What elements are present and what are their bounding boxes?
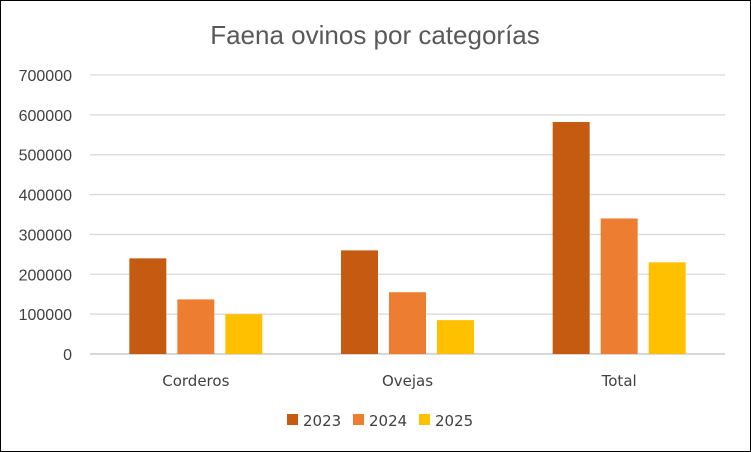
bar-2024-total bbox=[600, 218, 638, 354]
y-tick-label: 100000 bbox=[19, 307, 72, 324]
y-tick-label: 400000 bbox=[19, 188, 72, 205]
legend-label: 2025 bbox=[435, 412, 473, 430]
legend: 2023 2024 2025 bbox=[287, 412, 473, 430]
bar-2025-total bbox=[648, 262, 686, 354]
legend-swatch-2023 bbox=[287, 414, 298, 425]
x-category-label: Corderos bbox=[162, 372, 229, 390]
legend-swatch-2025 bbox=[419, 414, 430, 425]
y-tick-label: 500000 bbox=[19, 148, 72, 165]
y-tick-label: 600000 bbox=[19, 108, 72, 125]
bar-2023-total bbox=[552, 122, 590, 354]
bar-2023-ovejas bbox=[341, 250, 378, 354]
y-tick-label: 0 bbox=[63, 347, 72, 364]
x-category-label: Ovejas bbox=[382, 372, 433, 390]
y-tick-label: 200000 bbox=[19, 267, 72, 284]
y-tick-label: 700000 bbox=[19, 68, 72, 85]
legend-label: 2023 bbox=[303, 412, 341, 430]
bar-2025-corderos bbox=[225, 314, 263, 354]
bar-2025-ovejas bbox=[437, 320, 474, 354]
bar-2023-corderos bbox=[129, 258, 167, 354]
x-category-label: Total bbox=[601, 372, 637, 390]
bars bbox=[129, 122, 686, 354]
y-tick-label: 300000 bbox=[19, 227, 72, 244]
legend-label: 2024 bbox=[369, 412, 407, 430]
bar-2024-corderos bbox=[177, 299, 215, 354]
x-axis-labels: Corderos Ovejas Total bbox=[162, 372, 636, 390]
bar-2024-ovejas bbox=[389, 292, 426, 354]
chart-title: Faena ovinos por categorías bbox=[210, 20, 540, 50]
legend-swatch-2024 bbox=[353, 414, 364, 425]
y-axis-ticks: 0 100000 200000 300000 400000 500000 600000 700… bbox=[19, 68, 72, 364]
